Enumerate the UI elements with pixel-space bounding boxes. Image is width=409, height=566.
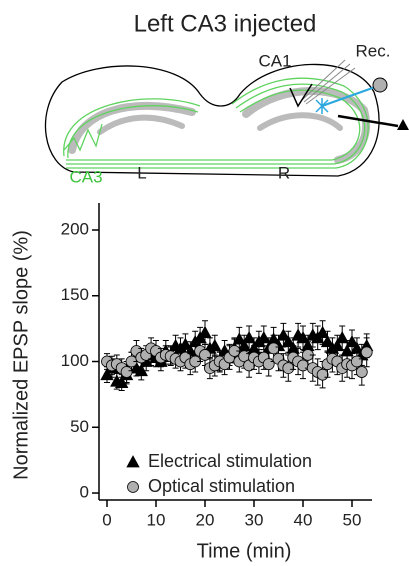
- electrode-label: Rec.: [356, 41, 391, 60]
- granule-layer: [100, 118, 182, 132]
- data-point: [283, 363, 294, 374]
- legend-label: Optical stimulation: [148, 476, 295, 496]
- side-label: L: [137, 163, 146, 182]
- legend-marker: [127, 456, 139, 467]
- data-point: [317, 327, 329, 338]
- granule-layer: [260, 115, 340, 128]
- x-tick-label: 20: [196, 510, 215, 529]
- x-tick-label: 40: [294, 510, 313, 529]
- y-axis-label: Normalized EPSP slope (%): [10, 230, 32, 480]
- y-tick-label: 50: [70, 417, 89, 436]
- data-point: [121, 367, 132, 378]
- y-tick-label: 150: [61, 285, 89, 304]
- data-point: [351, 356, 362, 367]
- data-point: [317, 369, 328, 380]
- x-tick-label: 10: [147, 510, 166, 529]
- data-point: [356, 367, 367, 378]
- side-label: R: [278, 163, 290, 182]
- y-tick-label: 200: [61, 219, 89, 238]
- region-label: CA3: [69, 167, 102, 186]
- legend-label: Electrical stimulation: [148, 451, 312, 471]
- stim-marker: [397, 119, 409, 130]
- data-point: [336, 332, 348, 343]
- legend-marker: [128, 482, 139, 493]
- x-axis-label: Time (min): [197, 540, 292, 562]
- figure: Left CA3 injected CA1 Rec. CA3 L R Norma…: [0, 0, 409, 566]
- y-tick-label: 0: [80, 483, 89, 502]
- data-point: [268, 343, 279, 354]
- y-tick-label: 100: [61, 351, 89, 370]
- light-source: [373, 78, 387, 92]
- chart-title: Left CA3 injected: [134, 10, 317, 37]
- x-tick-label: 50: [343, 510, 362, 529]
- data-point: [361, 347, 372, 358]
- data-point: [199, 327, 211, 338]
- data-point: [298, 360, 309, 371]
- x-tick-label: 0: [102, 510, 111, 529]
- x-tick-label: 30: [245, 510, 264, 529]
- data-point: [200, 349, 211, 360]
- data-point: [263, 359, 274, 370]
- slice-schematic: CA1 Rec. CA3 L R: [45, 41, 409, 186]
- region-label: CA1: [258, 51, 291, 70]
- light-spot: [316, 98, 328, 114]
